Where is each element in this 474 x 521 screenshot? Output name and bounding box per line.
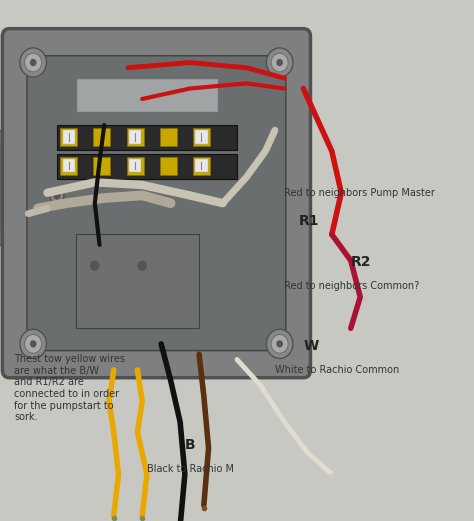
- Circle shape: [276, 340, 283, 348]
- Circle shape: [50, 188, 64, 203]
- Bar: [63, 159, 75, 172]
- Bar: [60, 128, 77, 146]
- Text: Thest tow yellow wires
are what the B/W
and R1/R2 are
connected to in order
for : Thest tow yellow wires are what the B/W …: [14, 354, 125, 423]
- Text: W: W: [303, 339, 319, 353]
- Bar: [93, 128, 110, 146]
- Bar: [57, 125, 237, 150]
- Circle shape: [271, 334, 288, 353]
- Bar: [76, 234, 199, 328]
- FancyBboxPatch shape: [2, 29, 310, 378]
- Bar: [127, 128, 144, 146]
- Circle shape: [276, 59, 283, 66]
- Bar: [195, 159, 208, 172]
- Text: Black to Rachio M: Black to Rachio M: [147, 464, 234, 474]
- Text: R2: R2: [351, 255, 371, 269]
- Bar: [129, 130, 141, 144]
- Bar: [93, 157, 110, 175]
- Bar: [127, 157, 144, 175]
- Circle shape: [30, 340, 36, 348]
- Bar: [160, 157, 177, 175]
- Text: R1: R1: [299, 214, 319, 228]
- Circle shape: [90, 260, 100, 271]
- Circle shape: [53, 191, 61, 200]
- FancyBboxPatch shape: [27, 56, 286, 351]
- Circle shape: [266, 48, 293, 77]
- Circle shape: [271, 53, 288, 72]
- Circle shape: [20, 48, 46, 77]
- Text: B: B: [185, 438, 195, 452]
- Circle shape: [30, 59, 36, 66]
- Text: White to Rachio Common: White to Rachio Common: [275, 365, 399, 375]
- Bar: [160, 128, 177, 146]
- Bar: [76, 78, 218, 112]
- Bar: [195, 130, 208, 144]
- Circle shape: [266, 329, 293, 358]
- Circle shape: [25, 334, 42, 353]
- Circle shape: [137, 260, 147, 271]
- Bar: [57, 154, 237, 179]
- Circle shape: [25, 53, 42, 72]
- Bar: [60, 157, 77, 175]
- Bar: [129, 159, 141, 172]
- Text: Red to neighbors Common?: Red to neighbors Common?: [284, 281, 419, 291]
- Bar: [0, 130, 19, 245]
- Bar: [0, 146, 14, 229]
- Circle shape: [20, 329, 46, 358]
- Bar: [193, 157, 210, 175]
- Bar: [193, 128, 210, 146]
- Text: Red to neighbors Pump Master: Red to neighbors Pump Master: [284, 188, 435, 197]
- Bar: [63, 130, 75, 144]
